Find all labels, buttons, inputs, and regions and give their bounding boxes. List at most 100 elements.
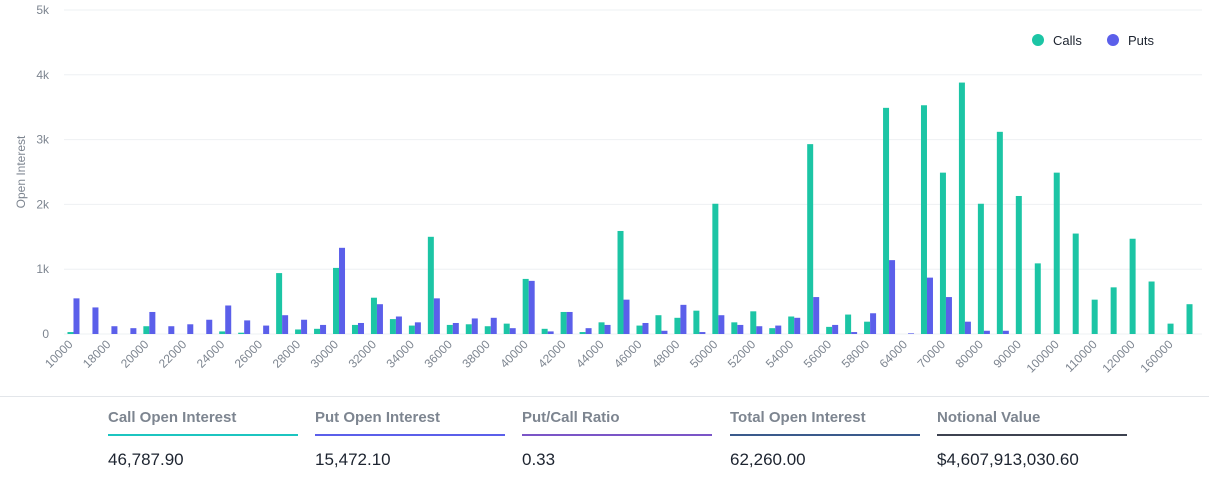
- put-bar-75000: [964, 321, 971, 334]
- call-bar-49000: [693, 310, 700, 334]
- put-bar-31000: [357, 322, 364, 334]
- call-bar-42000: [560, 311, 567, 334]
- call-bar-47000: [655, 315, 662, 334]
- call-bar-65000: [920, 105, 927, 334]
- call-bar-30000: [333, 267, 340, 334]
- put-bar-41000: [547, 331, 554, 334]
- legend-label-puts: Puts: [1128, 33, 1155, 48]
- y-tick-label: 1k: [36, 262, 50, 276]
- put-bar-24000: [225, 305, 232, 334]
- put-bar-32000: [376, 304, 383, 334]
- call-bar-58000: [864, 321, 871, 334]
- stat-label: Put/Call Ratio: [522, 409, 712, 436]
- call-bar-45000: [617, 230, 624, 334]
- call-bar-52000: [750, 311, 757, 334]
- call-bar-38000: [484, 326, 491, 334]
- x-tick-label: 100000: [1024, 337, 1062, 375]
- x-tick-label: 40000: [497, 337, 531, 371]
- call-bar-60000: [883, 107, 890, 335]
- put-bar-22000: [187, 324, 194, 334]
- stat-value: 62,260.00: [730, 450, 806, 469]
- put-bar-56000: [832, 324, 839, 334]
- call-bar-100000: [1053, 172, 1060, 334]
- call-bar-75000: [958, 82, 965, 335]
- stat-value: $4,607,913,030.60: [937, 450, 1079, 469]
- put-bar-52000: [756, 326, 763, 334]
- legend-label-calls: Calls: [1053, 33, 1082, 48]
- put-bar-21000: [168, 326, 175, 334]
- legend-marker-puts: [1107, 34, 1119, 46]
- stat-put-call-ratio: Put/Call Ratio 0.33: [522, 398, 712, 470]
- put-bar-45000: [623, 299, 630, 334]
- stat-label: Put Open Interest: [315, 409, 505, 436]
- x-tick-label: 90000: [990, 337, 1024, 371]
- put-bar-34000: [414, 322, 421, 334]
- x-tick-label: 34000: [384, 337, 418, 371]
- put-bar-70000: [945, 297, 952, 334]
- call-bar-160000: [1167, 323, 1174, 334]
- call-bar-115000: [1110, 287, 1117, 334]
- call-bar-33000: [389, 319, 396, 334]
- stat-value: 15,472.10: [315, 450, 391, 469]
- y-tick-label: 4k: [36, 68, 50, 82]
- call-bar-50000: [712, 203, 719, 334]
- put-bar-44000: [604, 324, 611, 334]
- put-bar-85000: [1002, 330, 1009, 334]
- call-bar-150000: [1148, 281, 1155, 334]
- x-tick-label: 58000: [839, 337, 873, 371]
- call-bar-28000: [295, 329, 302, 334]
- x-tick-label: 10000: [42, 337, 76, 371]
- x-tick-label: 44000: [573, 337, 607, 371]
- stat-put-open-interest: Put Open Interest 15,472.10: [315, 398, 505, 470]
- put-bar-65000: [926, 277, 933, 334]
- put-bar-28000: [301, 319, 308, 334]
- put-bar-55000: [813, 297, 820, 334]
- x-tick-label: 120000: [1100, 337, 1138, 375]
- put-bar-58000: [870, 313, 877, 334]
- put-bar-51000: [737, 324, 744, 334]
- x-tick-label: 32000: [346, 337, 380, 371]
- x-tick-label: 28000: [270, 337, 304, 371]
- put-bar-40000: [528, 280, 535, 334]
- stat-call-open-interest: Call Open Interest 46,787.90: [108, 398, 298, 470]
- put-bar-29000: [320, 324, 327, 334]
- legend-marker-calls: [1032, 34, 1044, 46]
- y-axis-title: Open Interest: [14, 135, 28, 208]
- put-bar-64000: [908, 333, 915, 334]
- call-bar-56000: [826, 326, 833, 334]
- x-tick-label: 38000: [459, 337, 493, 371]
- x-tick-label: 26000: [232, 337, 266, 371]
- x-tick-label: 64000: [877, 337, 911, 371]
- put-bar-16000: [92, 307, 99, 334]
- call-bar-35000: [427, 236, 434, 334]
- x-tick-label: 42000: [535, 337, 569, 371]
- put-bar-54000: [794, 317, 801, 334]
- x-tick-label: 36000: [421, 337, 455, 371]
- put-bar-30000: [339, 247, 346, 334]
- put-bar-37000: [471, 318, 478, 334]
- x-tick-label: 52000: [725, 337, 759, 371]
- put-bar-53000: [775, 325, 782, 334]
- stat-total-open-interest: Total Open Interest 62,260.00: [730, 398, 920, 470]
- stat-label: Notional Value: [937, 409, 1127, 436]
- call-bar-95000: [1034, 263, 1041, 334]
- call-bar-10000: [67, 332, 74, 334]
- put-bar-49000: [699, 332, 706, 334]
- put-bar-25000: [244, 320, 251, 334]
- put-bar-18000: [111, 326, 118, 334]
- x-tick-label: 18000: [80, 337, 114, 371]
- call-bar-110000: [1091, 299, 1098, 334]
- put-bar-19000: [130, 328, 137, 334]
- put-bar-57000: [851, 332, 858, 334]
- put-bar-60000: [889, 260, 896, 334]
- stat-value: 46,787.90: [108, 450, 184, 469]
- put-bar-23000: [206, 319, 213, 334]
- call-bar-90000: [1015, 195, 1022, 334]
- put-bar-50000: [718, 315, 725, 334]
- call-bar-51000: [731, 322, 738, 334]
- call-bar-39000: [503, 323, 510, 334]
- call-bar-27000: [276, 273, 283, 334]
- call-bar-34000: [408, 325, 415, 334]
- call-bar-70000: [939, 172, 946, 334]
